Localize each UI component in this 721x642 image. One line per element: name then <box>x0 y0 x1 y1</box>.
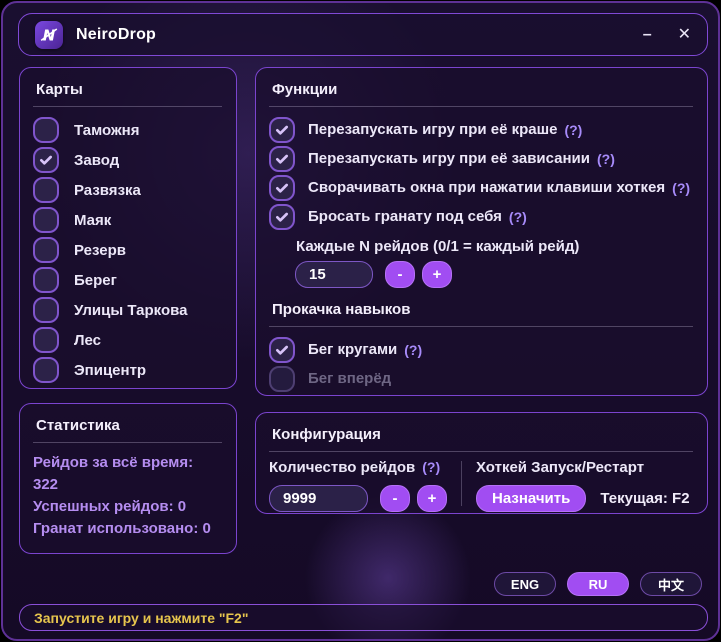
checkbox-checked[interactable] <box>269 116 295 143</box>
checkbox-unchecked[interactable] <box>33 117 59 143</box>
function-row-minimize-windows[interactable]: Сворачивать окна при нажатии клавиши хот… <box>269 173 693 202</box>
raid-count-minus-button[interactable]: - <box>380 485 410 512</box>
config-divider <box>461 461 462 506</box>
raid-count-label: Количество рейдов <box>269 459 416 476</box>
raid-count-column: Количество рейдов (?) - + <box>269 459 447 512</box>
map-row-bereg[interactable]: Берег <box>33 265 222 295</box>
raid-count-input[interactable] <box>269 485 368 512</box>
checkbox-checked[interactable] <box>269 336 295 363</box>
function-label: Перезапускать игру при её зависании <box>308 150 591 167</box>
skill-row-run-forward[interactable]: Бег вперёд <box>269 364 693 393</box>
check-icon <box>276 212 288 222</box>
raid-interval-plus-button[interactable]: + <box>422 261 452 288</box>
function-label: Сворачивать окна при нажатии клавиши хот… <box>308 179 666 196</box>
language-switcher: ENG RU 中文 <box>494 572 702 596</box>
raid-interval-minus-button[interactable]: - <box>385 261 415 288</box>
skill-label: Бег вперёд <box>308 370 392 387</box>
stat-total-raids: Рейдов за всё время: 322 <box>33 454 194 493</box>
raid-count-plus-button[interactable]: + <box>417 485 447 512</box>
check-icon <box>276 125 288 135</box>
stat-successful-raids: Успешных рейдов: 0 <box>33 498 187 515</box>
map-label: Развязка <box>74 181 141 199</box>
map-row-mayak[interactable]: Маяк <box>33 205 222 235</box>
functions-panel-title: Функции <box>269 79 693 107</box>
raid-interval-label: Каждые N рейдов (0/1 = каждый рейд) <box>296 238 580 255</box>
function-label: Перезапускать игру при её краше <box>308 121 558 138</box>
hotkey-column: Хоткей Запуск/Рестарт Назначить Текущая:… <box>476 459 690 512</box>
checkbox-unchecked[interactable] <box>33 177 59 203</box>
checkbox-checked[interactable] <box>269 174 295 201</box>
check-icon <box>40 155 52 165</box>
maps-panel-title: Карты <box>33 79 222 107</box>
help-icon[interactable]: (?) <box>672 179 691 196</box>
app-logo-icon: N <box>35 20 63 49</box>
checkbox-unchecked-disabled <box>269 365 295 392</box>
checkbox-unchecked[interactable] <box>33 237 59 263</box>
skills-section-title: Прокачка навыков <box>269 299 693 327</box>
stats-panel-title: Статистика <box>33 415 222 443</box>
checkbox-unchecked[interactable] <box>33 267 59 293</box>
map-row-razvyazka[interactable]: Развязка <box>33 175 222 205</box>
map-label: Маяк <box>74 211 112 229</box>
skill-row-run-in-circles[interactable]: Бег кругами (?) <box>269 335 693 364</box>
stat-grenades-used: Гранат использовано: 0 <box>33 520 211 537</box>
checkbox-checked[interactable] <box>269 145 295 172</box>
map-row-zavod[interactable]: Завод <box>33 145 222 175</box>
current-hotkey-value: Текущая: F2 <box>600 490 690 507</box>
config-panel: Конфигурация Количество рейдов (?) - + Х… <box>255 412 708 514</box>
config-panel-title: Конфигурация <box>269 424 693 452</box>
checkbox-unchecked[interactable] <box>33 207 59 233</box>
check-icon <box>276 345 288 355</box>
help-icon[interactable]: (?) <box>508 208 527 225</box>
help-icon[interactable]: (?) <box>564 121 583 138</box>
hotkey-label: Хоткей Запуск/Рестарт <box>476 459 645 476</box>
raid-interval-input[interactable] <box>295 261 373 288</box>
map-label: Лес <box>74 331 102 349</box>
map-label: Резерв <box>74 241 126 259</box>
map-row-epitsentr[interactable]: Эпицентр <box>33 355 222 385</box>
map-row-tamozhnya[interactable]: Таможня <box>33 115 222 145</box>
help-icon[interactable]: (?) <box>422 459 441 475</box>
map-row-ulitsy-tarkova[interactable]: Улицы Таркова <box>33 295 222 325</box>
map-label: Завод <box>74 151 120 169</box>
help-icon[interactable]: (?) <box>404 341 423 358</box>
function-row-restart-on-crash[interactable]: Перезапускать игру при её краше (?) <box>269 115 693 144</box>
assign-hotkey-button[interactable]: Назначить <box>476 485 587 512</box>
map-label: Берег <box>74 271 117 289</box>
map-row-rezerv[interactable]: Резерв <box>33 235 222 265</box>
function-row-restart-on-freeze[interactable]: Перезапускать игру при её зависании (?) <box>269 144 693 173</box>
map-label: Эпицентр <box>74 361 147 379</box>
functions-panel: Функции Перезапускать игру при её краше … <box>255 67 708 396</box>
close-button[interactable]: ✕ <box>677 25 691 43</box>
checkbox-unchecked[interactable] <box>33 357 59 383</box>
checkbox-unchecked[interactable] <box>33 327 59 353</box>
status-bar: Запустите игру и нажмите "F2" <box>19 604 708 631</box>
skill-label: Бег кругами <box>308 341 398 358</box>
checkbox-checked[interactable] <box>269 203 295 230</box>
stats-panel: Статистика Рейдов за всё время: 322 Успе… <box>19 403 237 554</box>
map-label: Таможня <box>74 121 140 139</box>
lang-button-eng[interactable]: ENG <box>494 572 556 596</box>
help-icon[interactable]: (?) <box>597 150 615 167</box>
titlebar: N NeiroDrop – ✕ <box>18 13 708 56</box>
function-label: Бросать гранату под себя <box>308 208 502 225</box>
checkbox-unchecked[interactable] <box>33 297 59 323</box>
map-row-les[interactable]: Лес <box>33 325 222 355</box>
check-icon <box>276 154 288 164</box>
lang-button-zh[interactable]: 中文 <box>640 572 702 596</box>
status-message: Запустите игру и нажмите "F2" <box>34 609 249 626</box>
checkbox-checked[interactable] <box>33 147 59 173</box>
lang-button-ru[interactable]: RU <box>567 572 629 596</box>
minimize-button[interactable]: – <box>642 25 652 43</box>
app-title: NeiroDrop <box>76 25 157 43</box>
function-row-throw-grenade[interactable]: Бросать гранату под себя (?) <box>269 202 693 231</box>
map-label: Улицы Таркова <box>74 301 188 319</box>
maps-panel: Карты Таможня Завод Развязка Маяк <box>19 67 237 389</box>
check-icon <box>276 183 288 193</box>
